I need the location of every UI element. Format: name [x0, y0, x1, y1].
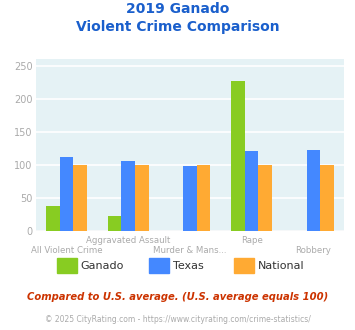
Text: All Violent Crime: All Violent Crime: [31, 246, 102, 255]
Bar: [135, 165, 148, 231]
Bar: [320, 165, 334, 231]
Text: Aggravated Assault: Aggravated Assault: [86, 236, 170, 245]
Text: Robbery: Robbery: [295, 246, 332, 255]
Text: Texas: Texas: [173, 261, 203, 271]
Text: © 2025 CityRating.com - https://www.cityrating.com/crime-statistics/: © 2025 CityRating.com - https://www.city…: [45, 315, 310, 324]
Text: Murder & Mans...: Murder & Mans...: [153, 246, 227, 255]
Bar: [197, 165, 210, 231]
Text: Compared to U.S. average. (U.S. average equals 100): Compared to U.S. average. (U.S. average …: [27, 292, 328, 302]
Bar: [183, 166, 197, 231]
Bar: [73, 165, 87, 231]
Text: Rape: Rape: [241, 236, 263, 245]
Bar: [307, 150, 320, 231]
Bar: [46, 206, 60, 231]
Text: Ganado: Ganado: [80, 261, 124, 271]
Bar: [108, 216, 121, 231]
Text: National: National: [258, 261, 304, 271]
Bar: [245, 151, 258, 231]
Bar: [60, 157, 73, 231]
Text: Violent Crime Comparison: Violent Crime Comparison: [76, 20, 279, 34]
Bar: [231, 81, 245, 231]
Bar: [121, 161, 135, 231]
Text: 2019 Ganado: 2019 Ganado: [126, 2, 229, 16]
Bar: [258, 165, 272, 231]
